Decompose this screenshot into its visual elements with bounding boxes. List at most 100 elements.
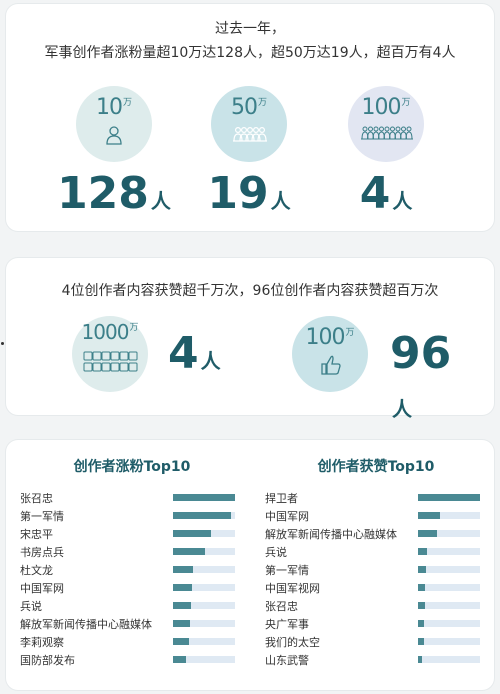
rank-bar-track [173, 584, 235, 591]
stat-count: 4 [168, 328, 199, 379]
rank-row: 第一军情 [20, 506, 238, 524]
rank-name: 宋忠平 [20, 528, 53, 541]
rank-row: 解放军新闻传播中心融媒体 [20, 614, 238, 632]
rank-bar-fill [173, 656, 187, 663]
rank-row: 兵说 [265, 542, 483, 560]
top10-card: 创作者涨粉Top10 创作者获赞Top10 张召忠 第一军情 宋忠平 书房点兵 杜文龙中… [6, 440, 494, 690]
rank-bar-fill [173, 494, 235, 501]
crowd-people-icon [361, 126, 413, 140]
rank-bar-fill [418, 656, 423, 663]
rank-bar-fill [418, 620, 425, 627]
stat-10w: 10万 128 人 [54, 86, 174, 225]
threshold-value: 10 [95, 95, 123, 120]
stat-count-unit: 人 [200, 349, 221, 373]
rank-name: 第一军情 [265, 564, 309, 577]
fans-top10-list: 张召忠第一军情宋忠平书房点兵杜文龙 中国军网兵说解放军新闻传播中心融媒体 李莉观察国… [20, 488, 238, 668]
thumbs-up-icon [321, 355, 341, 375]
rank-bar-track [173, 548, 235, 555]
rank-name: 捍卫者 [265, 492, 298, 505]
threshold-value: 50 [230, 95, 258, 120]
stray-dot [1, 342, 4, 345]
threshold-bubble: 1000万 [72, 316, 148, 392]
rank-row: 张召忠 [265, 596, 483, 614]
rank-bar-track [173, 530, 235, 537]
rank-bar-track [173, 656, 235, 663]
rank-bar-track [173, 620, 235, 627]
threshold-bubble: 100万 [292, 316, 368, 392]
rank-name: 杜文龙 [20, 564, 53, 577]
rank-bar-fill [418, 494, 480, 501]
rank-name: 央广军事 [265, 618, 309, 631]
rank-row: 解放军新闻传播中心融媒体 [265, 524, 483, 542]
rank-name: 兵说 [265, 546, 287, 559]
fans-growth-card: 过去一年， 军事创作者涨粉量超10万达128人，超50万达19人，超百万有4人 … [6, 4, 494, 231]
rank-name: 国防部发布 [20, 654, 75, 667]
stat-count: 19 [207, 168, 269, 219]
rank-row: 李莉观察 [20, 632, 238, 650]
stat-100w-likes: 100万 96 人 [292, 314, 472, 421]
rank-name: 解放军新闻传播中心融媒体 [20, 618, 152, 631]
rank-name: 书房点兵 [20, 546, 64, 559]
rank-row: 杜文龙 [20, 560, 238, 578]
rank-row: 兵说 [20, 596, 238, 614]
rank-row: 第一军情 [265, 560, 483, 578]
rank-bar-track [173, 566, 235, 573]
stat-50w: 50万 19 人 [189, 86, 309, 225]
threshold-value: 100 [305, 325, 345, 350]
stat-count-unit: 人 [392, 189, 413, 213]
threshold-unit: 万 [345, 328, 355, 338]
rank-name: 山东武警 [265, 654, 309, 667]
rank-bar-track [173, 602, 235, 609]
rank-row: 中国军网 [20, 578, 238, 596]
likes-top10-title: 创作者获赞Top10 [317, 459, 435, 475]
rank-row: 央广军事 [265, 614, 483, 632]
fans-top10-title: 创作者涨粉Top10 [73, 459, 191, 475]
rank-bar-track [418, 656, 480, 663]
threshold-unit: 万 [129, 323, 139, 333]
rank-name: 第一军情 [20, 510, 64, 523]
likes-top10-list: 捍卫者 中国军网 解放军新闻传播中心融媒体 兵说 第一军情 中国军视网 张召忠 央广军事 我们的… [265, 488, 483, 668]
rank-name: 解放军新闻传播中心融媒体 [265, 528, 397, 541]
likes-headline: 4位创作者内容获赞超千万次，96位创作者内容获赞超百万次 [61, 283, 439, 299]
rank-row: 中国军视网 [265, 578, 483, 596]
threshold-value: 100 [361, 95, 401, 120]
rank-row: 宋忠平 [20, 524, 238, 542]
rank-name: 李莉观察 [20, 636, 64, 649]
rank-bar-fill [173, 566, 194, 573]
rank-name: 我们的太空 [265, 636, 320, 649]
rank-bar-fill [173, 584, 193, 591]
rank-bar-fill [173, 620, 191, 627]
rank-bar-fill [418, 530, 438, 537]
rank-bar-fill [173, 548, 206, 555]
rank-bar-fill [173, 602, 191, 609]
threshold-bubble: 50万 [211, 86, 287, 162]
rank-bar-fill [418, 512, 441, 519]
rank-name: 张召忠 [20, 492, 53, 505]
rank-bar-fill [418, 602, 425, 609]
stat-count-unit: 人 [392, 397, 412, 421]
rank-bar-track [418, 602, 480, 609]
rank-bar-fill [418, 638, 424, 645]
fans-headline-line2: 军事创作者涨粉量超10万达128人，超50万达19人，超百万有4人 [44, 45, 456, 61]
rank-name: 兵说 [20, 600, 42, 613]
group-people-icon [233, 126, 267, 142]
rank-row: 张召忠 [20, 488, 238, 506]
stat-count-unit: 人 [270, 189, 291, 213]
rank-bar-track [418, 512, 480, 519]
single-person-icon [106, 126, 122, 145]
rank-bar-track [418, 548, 480, 555]
rank-bar-fill [418, 566, 427, 573]
rank-bar-track [173, 494, 235, 501]
fans-headline-line1: 过去一年， [215, 21, 285, 37]
rank-bar-fill [418, 584, 426, 591]
threshold-bubble: 10万 [76, 86, 152, 162]
rank-row: 捍卫者 [265, 488, 483, 506]
rank-name: 中国军视网 [265, 582, 320, 595]
rank-bar-fill [173, 512, 231, 519]
rank-name: 张召忠 [265, 600, 298, 613]
rank-bar-fill [173, 638, 189, 645]
rank-bar-fill [173, 530, 212, 537]
stat-count-unit: 人 [150, 189, 171, 213]
